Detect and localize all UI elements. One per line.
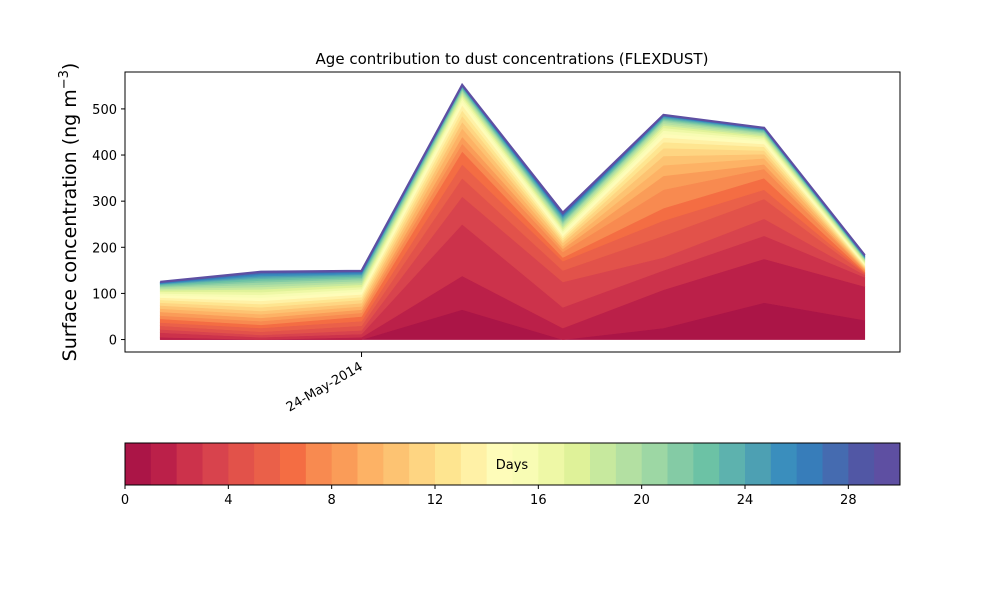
colorbar-swatch-day-4 — [228, 443, 255, 485]
colorbar-swatch-day-1 — [150, 443, 178, 485]
colorbar-swatch-day-12 — [435, 443, 462, 485]
plot-frame — [124, 71, 901, 353]
colorbar-tick-label: 8 — [328, 493, 336, 508]
x-axis: 24-May-2014 — [284, 352, 366, 415]
colorbar-swatch-day-9 — [357, 443, 384, 485]
colorbar-swatch-day-16 — [538, 443, 565, 485]
colorbar — [125, 443, 901, 485]
y-axis-label: Surface concentration (ng m−3) — [57, 63, 81, 362]
colorbar-tick-label: 24 — [737, 493, 754, 508]
colorbar-swatch-day-15 — [512, 443, 539, 485]
colorbar-swatch-day-24 — [745, 443, 772, 485]
colorbar-tick-label: 20 — [633, 493, 650, 508]
y-tick-label: 500 — [92, 103, 117, 118]
colorbar-swatch-day-0 — [125, 443, 152, 485]
colorbar-swatch-day-2 — [176, 443, 203, 485]
colorbar-swatch-day-7 — [305, 443, 333, 485]
colorbar-swatch-day-27 — [822, 443, 849, 485]
y-axis-label-superscript: −3 — [57, 70, 72, 89]
colorbar-tick-label: 16 — [530, 493, 547, 508]
colorbar-tick-label: 12 — [427, 493, 444, 508]
plot-area — [159, 82, 866, 340]
colorbar-swatch-day-20 — [641, 443, 668, 485]
colorbar-swatch-day-14 — [486, 443, 513, 485]
colorbar-tick-label: 4 — [224, 493, 232, 508]
colorbar-swatch-day-21 — [667, 443, 694, 485]
colorbar-swatch-day-28 — [848, 443, 875, 485]
colorbar-swatch-day-17 — [564, 443, 591, 485]
y-tick-label: 400 — [92, 149, 117, 164]
colorbar-label: Days — [496, 458, 529, 473]
colorbar-swatch-day-3 — [202, 443, 229, 485]
y-tick-label: 300 — [92, 195, 117, 210]
total-concentration-line — [160, 82, 866, 283]
colorbar-swatch-day-13 — [460, 443, 488, 485]
colorbar-swatch-day-23 — [719, 443, 746, 485]
colorbar-tick-label: 0 — [121, 493, 129, 508]
colorbar-swatch-day-8 — [331, 443, 358, 485]
colorbar-swatch-day-11 — [409, 443, 436, 485]
y-tick-label: 200 — [92, 241, 117, 256]
colorbar-swatch-day-26 — [796, 443, 823, 485]
colorbar-swatch-day-19 — [615, 443, 643, 485]
y-tick-label: 100 — [92, 287, 117, 302]
colorbar-ticks: 0 4 8 12 16 20 24 28 — [121, 485, 857, 508]
colorbar-swatch-day-5 — [254, 443, 281, 485]
colorbar-swatch-day-25 — [770, 443, 798, 485]
colorbar-frame — [124, 442, 901, 486]
y-tick-label: 0 — [109, 334, 117, 349]
colorbar-swatch-day-6 — [280, 443, 307, 485]
colorbar-swatch-day-22 — [693, 443, 720, 485]
chart-title: Age contribution to dust concentrations … — [316, 50, 709, 68]
y-axis-label-close: ) — [59, 63, 81, 70]
colorbar-swatch-day-18 — [590, 443, 617, 485]
x-tick-label: 24-May-2014 — [284, 359, 366, 415]
colorbar-swatch-day-29 — [874, 443, 901, 485]
y-axis: 0 100 200 300 400 500 — [92, 103, 125, 349]
colorbar-tick-label: 28 — [840, 493, 857, 508]
colorbar-swatch-day-10 — [383, 443, 410, 485]
y-axis-label-main: Surface concentration (ng m — [59, 89, 81, 361]
